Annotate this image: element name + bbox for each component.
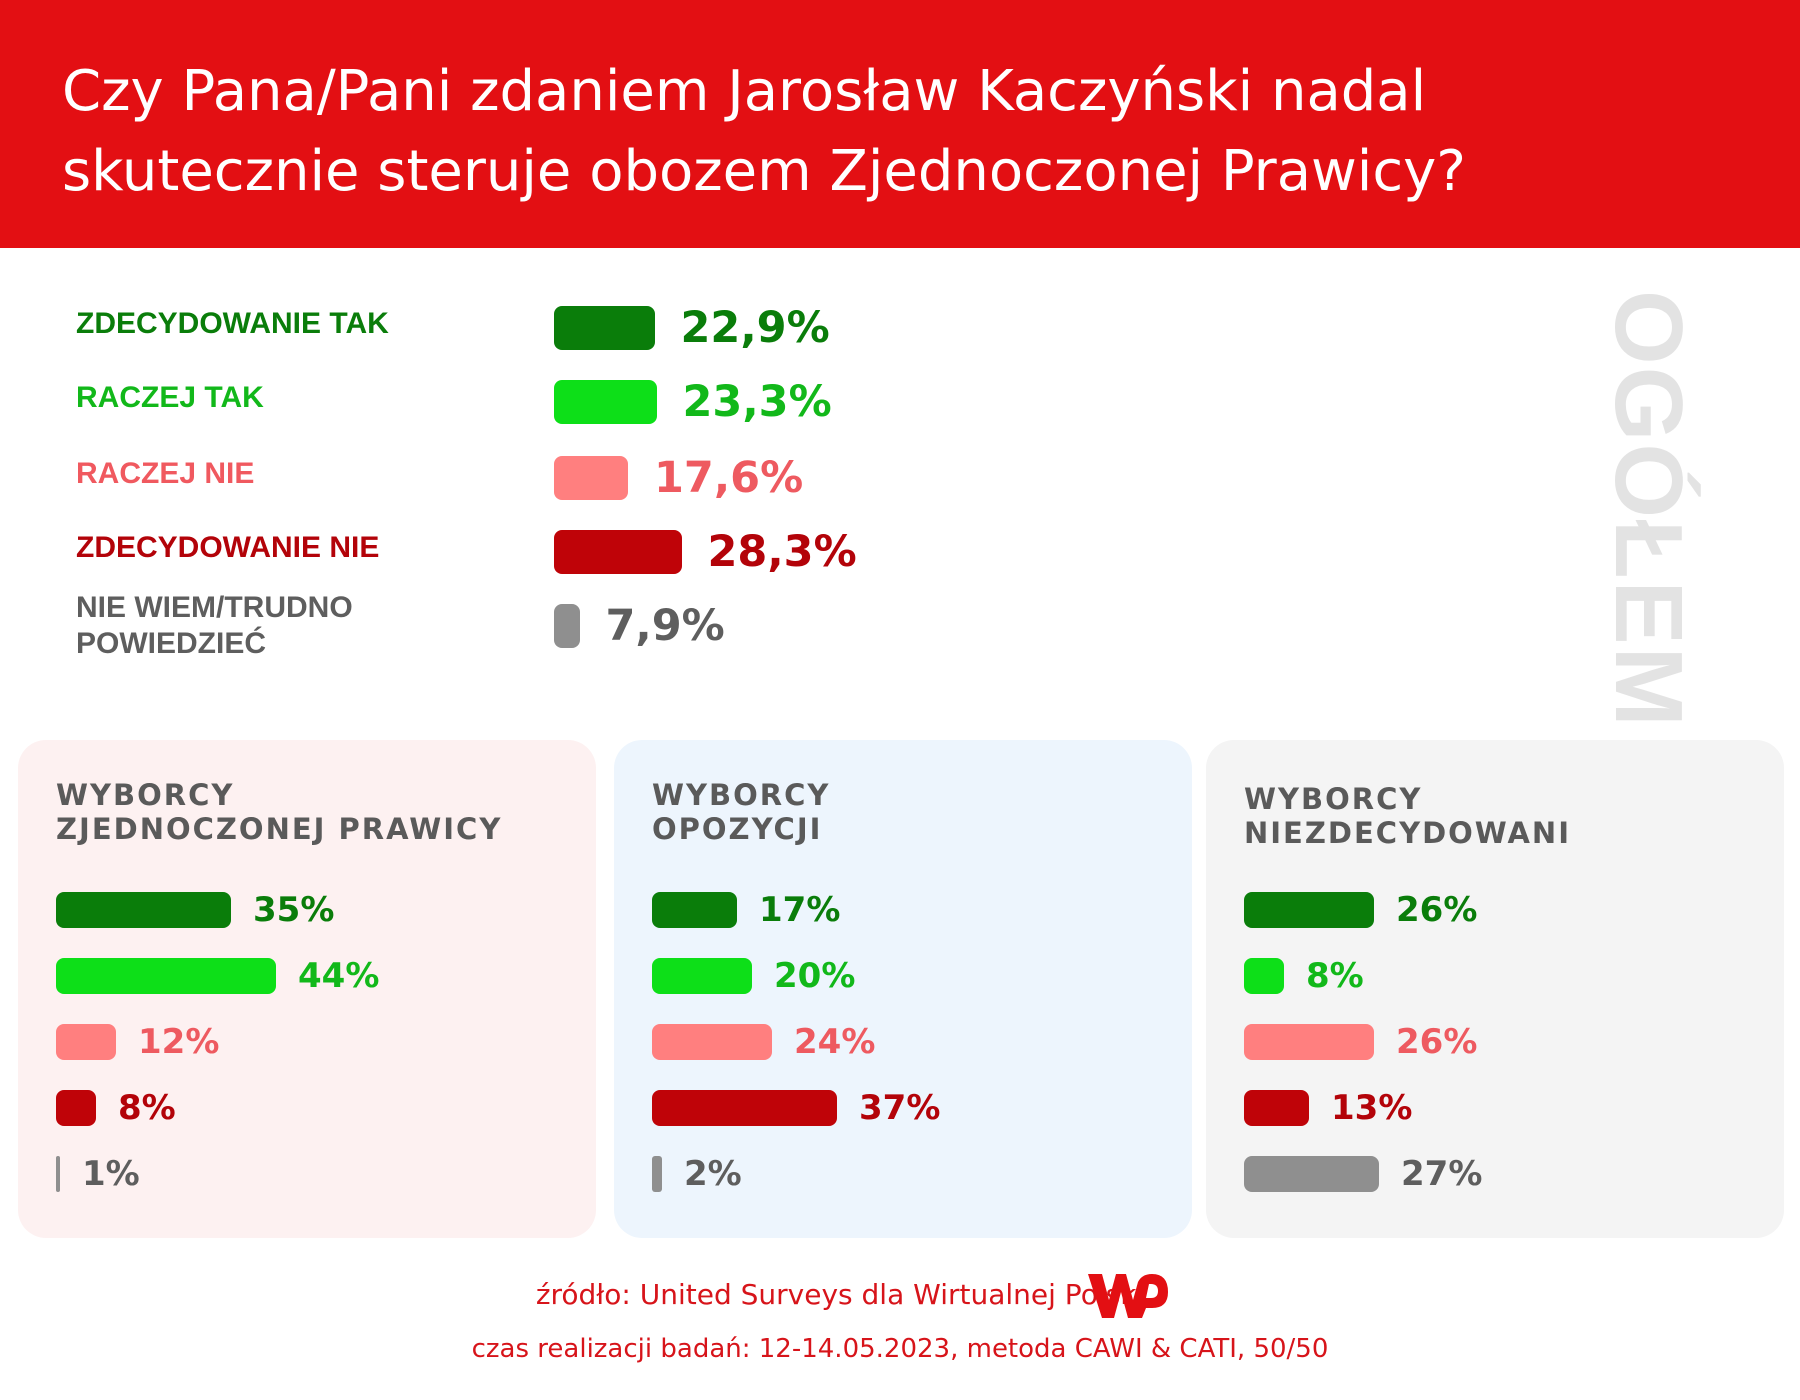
overall-side-label: OGÓŁEM — [1595, 290, 1702, 729]
panel-title-line: OPOZYCJI — [652, 812, 823, 846]
panel-value-zdecydowanie-nie: 37% — [859, 1088, 941, 1128]
panel-bar-nie-wiem — [652, 1156, 662, 1192]
panel-value-zdecydowanie-nie: 8% — [118, 1088, 176, 1128]
panel-title-line: ZJEDNOCZONEJ PRAWICY — [56, 812, 503, 846]
header-banner: Czy Pana/Pani zdaniem Jarosław Kaczyński… — [0, 0, 1800, 248]
overall-label-line: ZDECYDOWANIE NIE — [76, 531, 380, 564]
panel-bar-nie-wiem — [1244, 1156, 1379, 1192]
overall-value-raczej-nie: 17,6% — [654, 453, 804, 503]
panel-value-zdecydowanie-nie: 13% — [1331, 1088, 1413, 1128]
panel-title-line: WYBORCY — [56, 778, 235, 812]
panel-bar-zdecydowanie-tak — [56, 892, 231, 928]
overall-bar-raczej-nie — [554, 456, 628, 500]
overall-label-line: POWIEDZIEĆ — [76, 627, 267, 660]
panel-bar-nie-wiem — [56, 1156, 60, 1192]
panel-bar-raczej-nie — [1244, 1024, 1374, 1060]
panel-value-raczej-tak: 8% — [1306, 956, 1364, 996]
overall-label-line: NIE WIEM/TRUDNO — [76, 591, 353, 624]
panel-value-nie-wiem: 1% — [82, 1154, 140, 1194]
overall-value-raczej-tak: 23,3% — [682, 377, 832, 427]
panel-title: WYBORCY OPOZYCJI — [652, 778, 830, 846]
overall-label-line: RACZEJ NIE — [76, 457, 255, 490]
panel-bar-raczej-nie — [56, 1024, 116, 1060]
panel-value-raczej-nie: 12% — [138, 1022, 220, 1062]
panel-opozycja: WYBORCY OPOZYCJI 17% 20% 24% 37% 2% — [614, 740, 1192, 1238]
panel-niezdecydowani: WYBORCY NIEZDECYDOWANI 26% 8% 26% 13% 27% — [1206, 740, 1784, 1238]
panel-title: WYBORCY ZJEDNOCZONEJ PRAWICY — [56, 778, 502, 846]
title-line-1: Czy Pana/Pani zdaniem Jarosław Kaczyński… — [62, 59, 1427, 124]
source-note: źródło: United Surveys dla Wirtualnej Po… — [535, 1278, 1145, 1311]
overall-bar-zdecydowanie-tak — [554, 306, 655, 350]
overall-label-zdecydowanie-tak: ZDECYDOWANIE TAK — [76, 306, 516, 342]
panel-value-zdecydowanie-tak: 35% — [253, 890, 335, 930]
panel-value-zdecydowanie-tak: 26% — [1396, 890, 1478, 930]
overall-label-raczej-nie: RACZEJ NIE — [76, 456, 516, 492]
overall-bar-nie-wiem — [554, 604, 580, 648]
panel-value-raczej-tak: 20% — [774, 956, 856, 996]
chart-title: Czy Pana/Pani zdaniem Jarosław Kaczyński… — [62, 52, 1662, 211]
title-line-2: skutecznie steruje obozem Zjednoczonej P… — [62, 138, 1467, 204]
panel-title-line: WYBORCY — [1244, 782, 1423, 816]
panel-title-line: WYBORCY — [652, 778, 831, 812]
panel-bar-raczej-tak — [1244, 958, 1284, 994]
overall-value-zdecydowanie-tak: 22,9% — [680, 303, 830, 353]
panel-bar-zdecydowanie-nie — [652, 1090, 837, 1126]
panel-value-zdecydowanie-tak: 17% — [759, 890, 841, 930]
overall-value-nie-wiem: 7,9% — [605, 601, 725, 651]
overall-bar-raczej-tak — [554, 380, 657, 424]
panel-value-raczej-nie: 26% — [1396, 1022, 1478, 1062]
overall-label-nie-wiem: NIE WIEM/TRUDNO POWIEDZIEĆ — [76, 590, 516, 662]
panel-value-raczej-tak: 44% — [298, 956, 380, 996]
overall-chart: ZDECYDOWANIE TAK 22,9% RACZEJ TAK 23,3% RACZ… — [76, 303, 857, 662]
panel-bar-raczej-nie — [652, 1024, 772, 1060]
overall-label-line: RACZEJ TAK — [76, 381, 264, 414]
overall-bar-zdecydowanie-nie — [554, 530, 682, 574]
panel-value-nie-wiem: 27% — [1401, 1154, 1483, 1194]
panel-zjednoczona-prawica: WYBORCY ZJEDNOCZONEJ PRAWICY 35% 44% 12% 8% 1% — [18, 740, 596, 1238]
panel-value-raczej-nie: 24% — [794, 1022, 876, 1062]
survey-details: czas realizacji badań: 12-14.05.2023, me… — [471, 1334, 1329, 1364]
panel-bar-zdecydowanie-tak — [1244, 892, 1374, 928]
overall-label-line: ZDECYDOWANIE TAK — [76, 307, 389, 340]
panel-title-line: NIEZDECYDOWANI — [1244, 816, 1571, 850]
overall-value-zdecydowanie-nie: 28,3% — [707, 527, 857, 577]
overall-label-zdecydowanie-nie: ZDECYDOWANIE NIE — [76, 530, 516, 566]
overall-label-raczej-tak: RACZEJ TAK — [76, 380, 516, 416]
panel-title: WYBORCY NIEZDECYDOWANI — [1244, 782, 1571, 850]
panel-bar-raczej-tak — [652, 958, 752, 994]
wp-logo — [1088, 1274, 1168, 1318]
panel-value-nie-wiem: 2% — [684, 1154, 742, 1194]
panel-bar-zdecydowanie-nie — [1244, 1090, 1309, 1126]
panel-bar-zdecydowanie-tak — [652, 892, 737, 928]
panel-bar-zdecydowanie-nie — [56, 1090, 96, 1126]
panel-bar-raczej-tak — [56, 958, 276, 994]
